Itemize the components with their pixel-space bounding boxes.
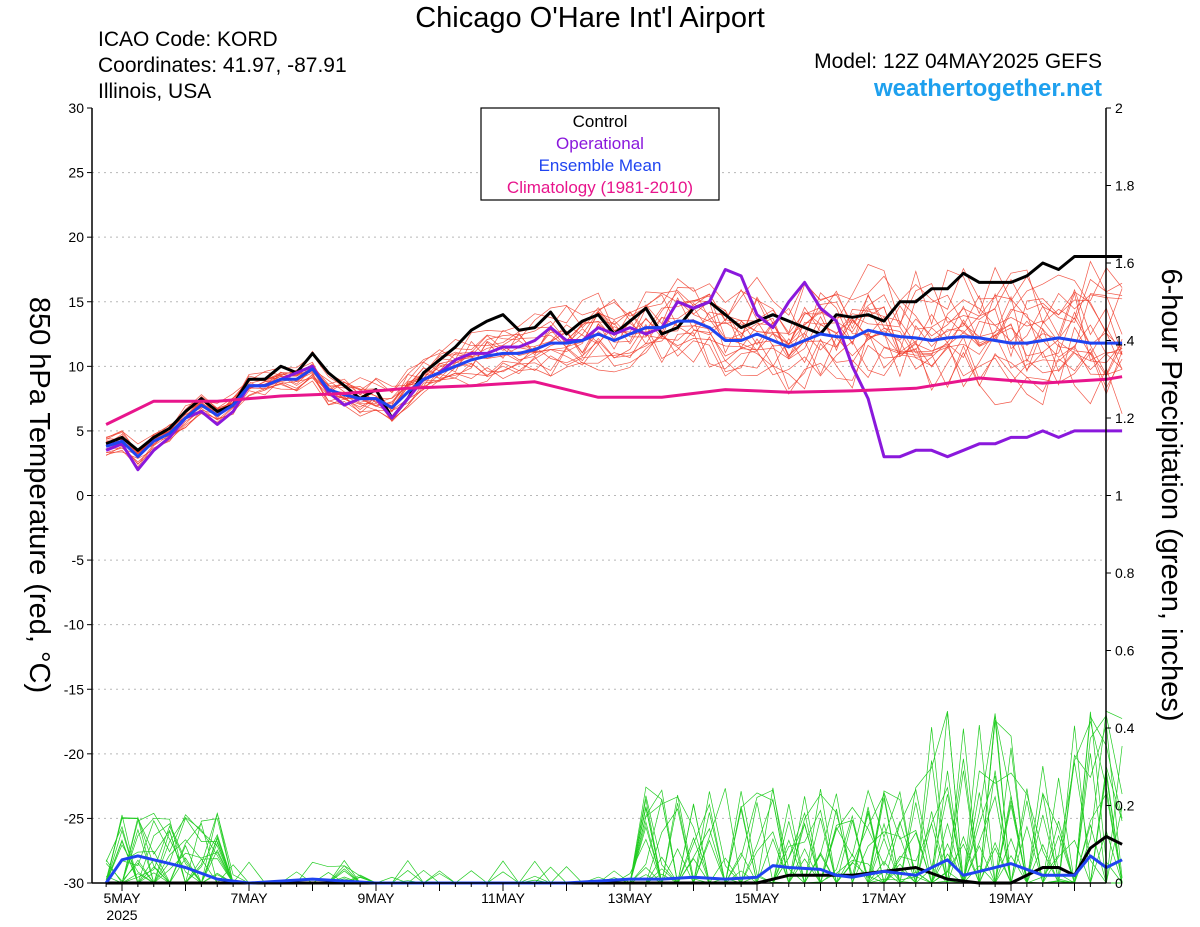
coordinates: Coordinates: 41.97, -87.91 (98, 54, 347, 77)
y-tick-label: 0 (76, 488, 84, 504)
temp-member-line (105, 319, 1123, 465)
y2-tick-label: 0 (1115, 875, 1123, 891)
model-run: Model: 12Z 04MAY2025 GEFS (814, 50, 1102, 73)
legend: Control Operational Ensemble Mean Climatolo… (480, 107, 720, 201)
temp-member-line (105, 266, 1123, 454)
y2-tick-label: 1 (1115, 488, 1123, 504)
y-tick-label: 5 (76, 423, 84, 439)
y-tick-label: -20 (64, 746, 84, 762)
temp-member-line (106, 264, 1123, 455)
precip-member-line (106, 766, 1123, 885)
y-tick-label: -15 (64, 681, 84, 697)
y2-tick-label: 1.2 (1115, 410, 1135, 426)
y2-tick-label: 0.6 (1115, 643, 1135, 659)
gridlines (92, 172, 1106, 819)
y-tick-label: -10 (64, 617, 84, 633)
chart-title: Chicago O'Hare Int'l Airport (415, 2, 765, 34)
y-tick-label: -25 (64, 810, 84, 826)
x-tick-label: 7MAY (230, 890, 268, 906)
precip-member-line (105, 720, 1123, 885)
y-tick-label: 10 (68, 358, 84, 374)
y-axis-label: 850 hPa Temperature (red, °C) (23, 297, 55, 693)
temp-member-line (106, 306, 1123, 453)
icao-code: ICAO Code: KORD (98, 28, 278, 51)
temp-member-line (106, 323, 1123, 456)
x-tick-label: 9MAY (357, 890, 395, 906)
y2-tick-label: 2 (1115, 100, 1123, 116)
x-tick-label: 15MAY (735, 890, 781, 906)
y2-axis-label: 6-hour Precipitation (green, inches) (1155, 269, 1187, 722)
x-year-label: 2025 (106, 907, 137, 923)
y-tick-label: 20 (68, 229, 84, 245)
legend-entry: Climatology (1981-2010) (507, 178, 693, 197)
temp-member-line (106, 330, 1123, 459)
precip-member-line (105, 710, 1123, 885)
y-tick-label: 30 (68, 100, 84, 116)
series-ensemble-mean-temp (105, 319, 1123, 459)
x-tick-label: 11MAY (481, 890, 525, 906)
x-tick-label: 17MAY (862, 890, 908, 906)
legend-entry: Ensemble Mean (539, 156, 662, 175)
ensemble-members (105, 260, 1123, 885)
temp-member-line (105, 306, 1123, 453)
location: Illinois, USA (98, 80, 212, 103)
y-tick-label: -5 (72, 552, 85, 568)
y-tick-label: 25 (68, 165, 84, 181)
legend-entry: Control (573, 112, 628, 131)
series-lines (104, 255, 1123, 885)
temp-member-line (106, 324, 1123, 465)
temp-member-line (105, 299, 1123, 453)
series-ensemble-mean-precip (104, 854, 1123, 885)
y-tick-label: -30 (64, 875, 84, 891)
y2-tick-label: 0.4 (1115, 720, 1135, 736)
site-link[interactable]: weathertogether.net (873, 75, 1102, 102)
x-tick-label: 19MAY (989, 890, 1035, 906)
y2-tick-label: 1.8 (1115, 178, 1135, 194)
x-tick-label: 13MAY (608, 890, 654, 906)
y2-tick-label: 0.8 (1115, 565, 1135, 581)
x-tick-label: 5MAY (103, 890, 141, 906)
y2-tick-label: 0.2 (1115, 798, 1135, 814)
series-climatology-1981-2010--temp (105, 375, 1123, 426)
y2-tick-label: 1.4 (1115, 333, 1135, 349)
legend-box (480, 107, 720, 201)
legend-entry: Operational (556, 134, 644, 153)
y-tick-label: 15 (68, 294, 84, 310)
temp-member-line (105, 292, 1123, 455)
y2-tick-label: 1.6 (1115, 255, 1135, 271)
axes: 302520151050-5-10-15-20-25-3021.81.61.41… (64, 100, 1135, 923)
